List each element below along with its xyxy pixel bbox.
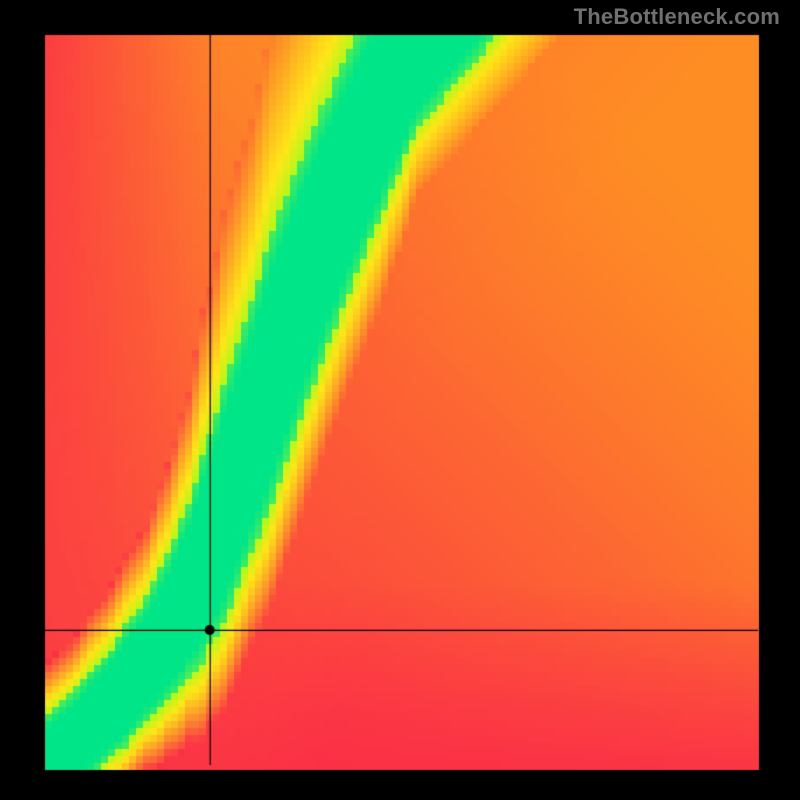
chart-container: TheBottleneck.com [0,0,800,800]
watermark-label: TheBottleneck.com [574,4,780,30]
heatmap-canvas [0,0,800,800]
